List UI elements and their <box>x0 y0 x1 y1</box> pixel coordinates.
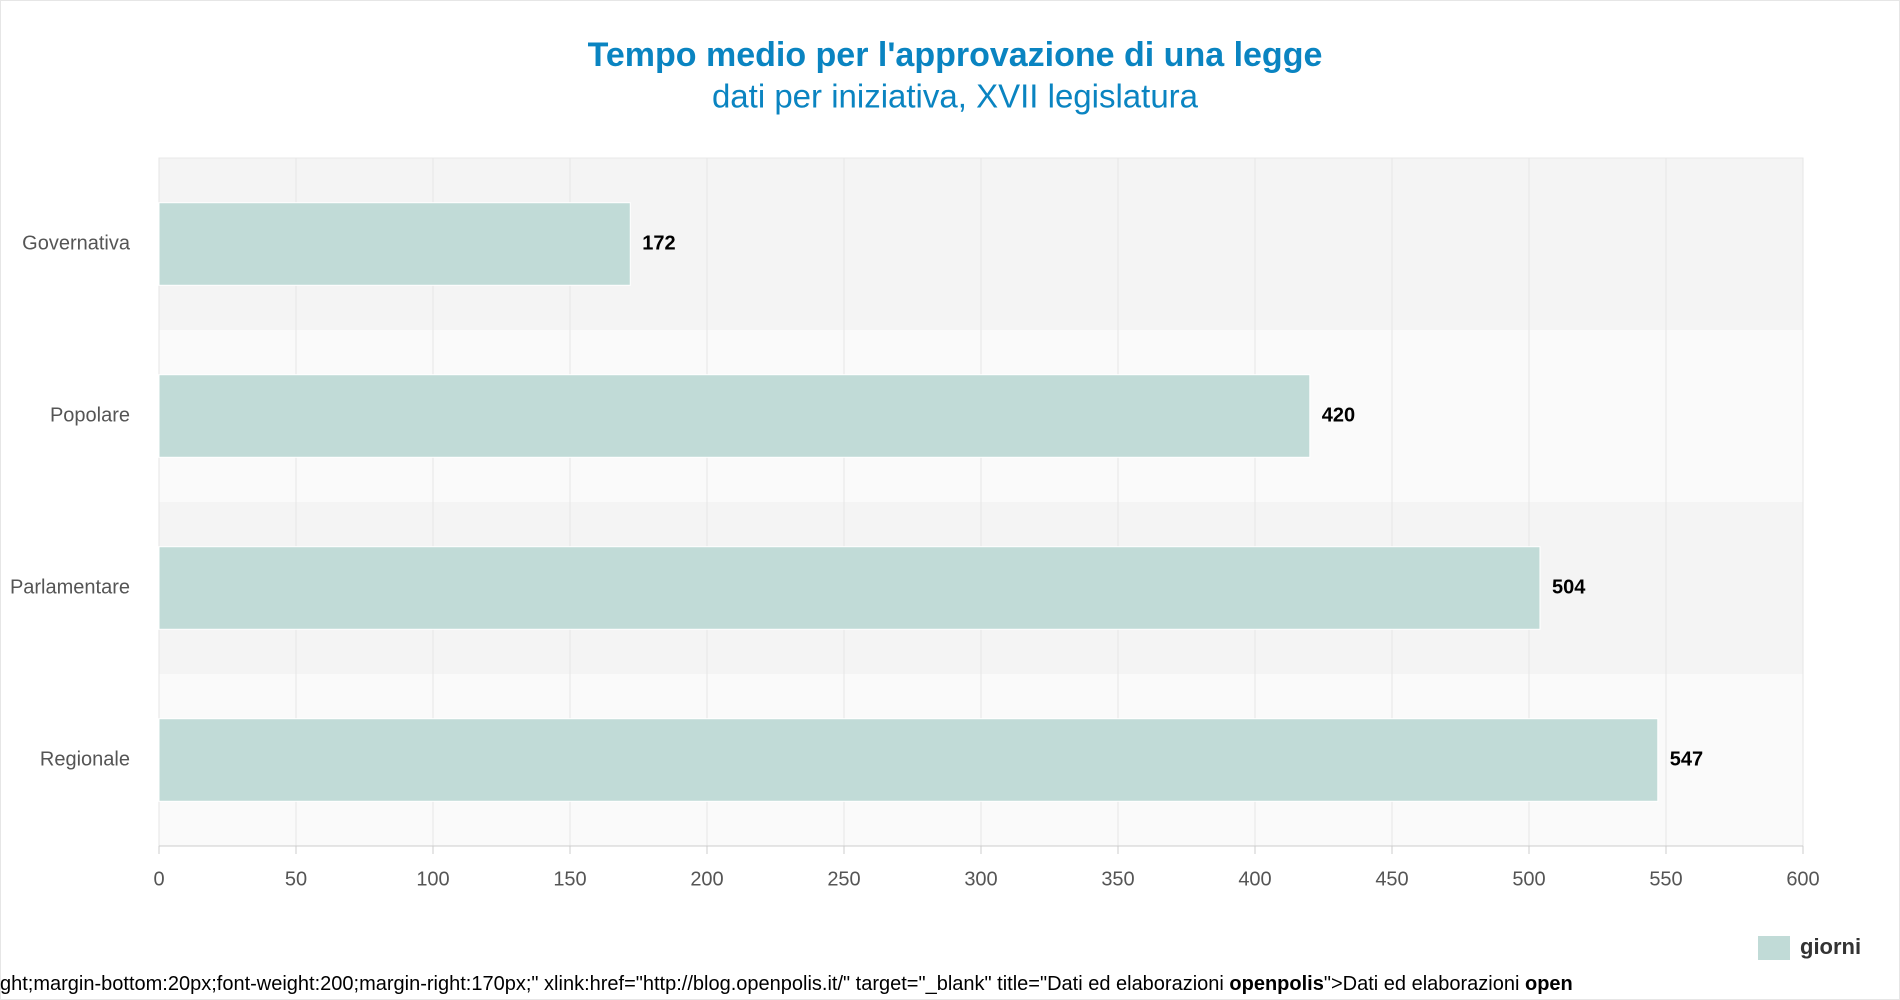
y-tick-label: Parlamentare <box>10 576 130 598</box>
x-tick-label: 100 <box>416 868 449 890</box>
x-tick-label: 150 <box>553 868 586 890</box>
x-tick-label: 300 <box>964 868 997 890</box>
x-tick-label: 400 <box>1238 868 1271 890</box>
legend-label: giorni <box>1800 934 1861 959</box>
bar <box>158 374 1311 458</box>
footer: ght;margin-bottom:20px;font-weight:200;m… <box>0 973 1573 995</box>
value-label: 420 <box>1322 404 1355 426</box>
chart-subtitle: dati per iniziativa, XVII legislatura <box>712 78 1199 115</box>
x-tick-label: 450 <box>1375 868 1408 890</box>
y-tick-label: Popolare <box>50 404 130 426</box>
x-tick-label: 550 <box>1649 868 1682 890</box>
bar <box>158 202 631 286</box>
x-tick-label: 350 <box>1101 868 1134 890</box>
value-label: 547 <box>1670 748 1703 770</box>
footer-part: open <box>1525 973 1573 995</box>
value-label: 504 <box>1552 576 1586 598</box>
footer-part: ">Dati ed elaborazioni <box>1324 973 1525 995</box>
chart-title: Tempo medio per l'approvazione di una le… <box>588 36 1323 74</box>
x-tick-label: 600 <box>1786 868 1819 890</box>
x-tick-label: 0 <box>153 868 164 890</box>
y-tick-label: Regionale <box>40 748 130 770</box>
footer-part: openpolis <box>1229 973 1323 995</box>
x-tick-label: 500 <box>1512 868 1545 890</box>
footer-part: ght;margin-bottom:20px;font-weight:200;m… <box>0 973 1229 995</box>
y-tick-label: Governativa <box>22 232 131 254</box>
bar <box>158 546 1541 630</box>
x-tick-label: 250 <box>827 868 860 890</box>
bar <box>158 718 1659 802</box>
value-label: 172 <box>642 232 675 254</box>
legend-swatch <box>1758 936 1790 960</box>
x-tick-label: 50 <box>285 868 307 890</box>
x-tick-label: 200 <box>690 868 723 890</box>
